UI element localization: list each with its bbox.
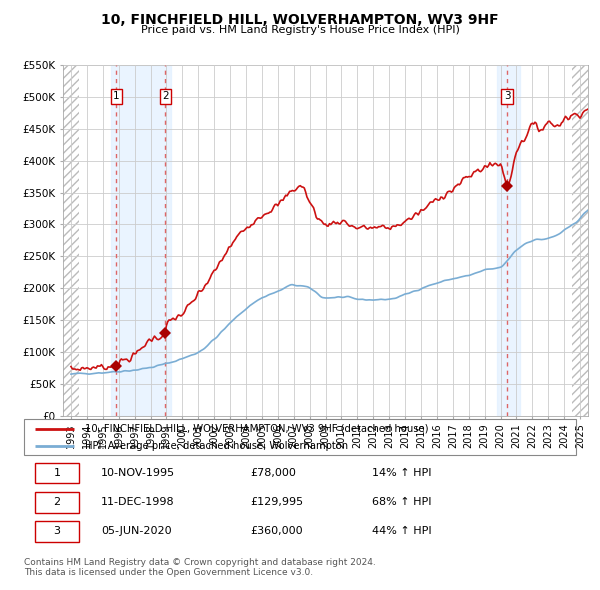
Text: 1: 1 bbox=[113, 91, 120, 101]
Bar bbox=[35, 491, 79, 513]
Text: 2: 2 bbox=[53, 497, 61, 507]
Text: £360,000: £360,000 bbox=[250, 526, 303, 536]
Text: 44% ↑ HPI: 44% ↑ HPI bbox=[372, 526, 431, 536]
Text: 10, FINCHFIELD HILL, WOLVERHAMPTON, WV3 9HF (detached house): 10, FINCHFIELD HILL, WOLVERHAMPTON, WV3 … bbox=[85, 424, 428, 434]
Bar bbox=[111, 65, 171, 416]
Bar bbox=[35, 463, 79, 483]
Text: 3: 3 bbox=[53, 526, 61, 536]
Text: 14% ↑ HPI: 14% ↑ HPI bbox=[372, 468, 431, 478]
Text: HPI: Average price, detached house, Wolverhampton: HPI: Average price, detached house, Wolv… bbox=[85, 441, 348, 451]
Bar bbox=[572, 65, 588, 416]
Text: 10, FINCHFIELD HILL, WOLVERHAMPTON, WV3 9HF: 10, FINCHFIELD HILL, WOLVERHAMPTON, WV3 … bbox=[101, 13, 499, 27]
Bar bbox=[63, 65, 79, 416]
Bar bbox=[35, 521, 79, 542]
Bar bbox=[497, 65, 520, 416]
Text: 11-DEC-1998: 11-DEC-1998 bbox=[101, 497, 175, 507]
Text: Price paid vs. HM Land Registry's House Price Index (HPI): Price paid vs. HM Land Registry's House … bbox=[140, 25, 460, 35]
Text: Contains HM Land Registry data © Crown copyright and database right 2024.
This d: Contains HM Land Registry data © Crown c… bbox=[24, 558, 376, 577]
Text: 68% ↑ HPI: 68% ↑ HPI bbox=[372, 497, 431, 507]
Text: 05-JUN-2020: 05-JUN-2020 bbox=[101, 526, 172, 536]
Text: 10-NOV-1995: 10-NOV-1995 bbox=[101, 468, 175, 478]
Text: £129,995: £129,995 bbox=[250, 497, 304, 507]
Text: 2: 2 bbox=[162, 91, 169, 101]
Text: 1: 1 bbox=[53, 468, 61, 478]
Text: 3: 3 bbox=[504, 91, 511, 101]
Text: £78,000: £78,000 bbox=[250, 468, 296, 478]
